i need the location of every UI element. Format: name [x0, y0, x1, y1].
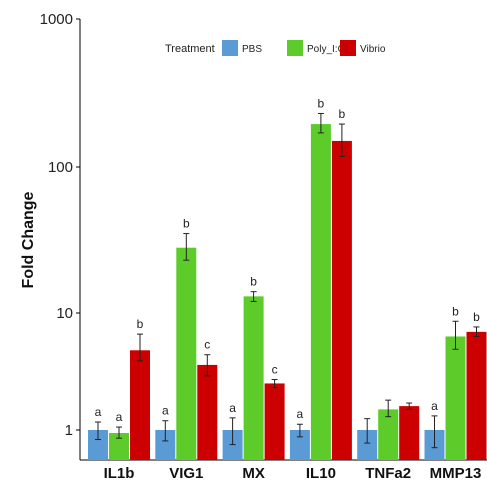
bar — [197, 364, 218, 460]
x-tick-label: IL10 — [306, 465, 336, 480]
x-tick-label: MMP13 — [430, 465, 482, 480]
significance-label: b — [452, 304, 459, 318]
bar — [130, 350, 150, 460]
y-tick-label: 1 — [65, 422, 73, 439]
bar — [466, 331, 487, 460]
significance-label: c — [272, 363, 278, 377]
bar — [289, 430, 310, 460]
y-tick-label: 1000 — [40, 11, 73, 28]
significance-label: a — [431, 399, 438, 413]
category-labels: IL1b VIG1 MX IL10 TNFa2 MMP13 — [104, 465, 482, 480]
y-axis-ticks: 1 10 100 1000 — [40, 11, 80, 439]
legend-label: Vibrio — [360, 44, 386, 55]
bar — [176, 247, 197, 460]
y-axis-title: Fold Change — [20, 191, 37, 288]
significance-label: b — [318, 96, 325, 110]
bar — [378, 409, 399, 460]
bar — [331, 140, 352, 461]
legend-swatch — [222, 40, 238, 56]
legend: Treatment PBS Poly_I:C Vibrio — [165, 40, 386, 56]
bar — [243, 296, 264, 460]
bar — [155, 430, 176, 460]
legend-swatch — [340, 40, 356, 56]
bar — [357, 430, 378, 460]
bar — [88, 430, 108, 460]
bar — [399, 406, 420, 460]
significance-label: a — [229, 401, 236, 415]
significance-label: b — [473, 310, 480, 324]
significance-label: a — [297, 407, 304, 421]
x-tick-label: TNFa2 — [365, 465, 411, 480]
significance-label: b — [183, 217, 190, 231]
bar — [264, 383, 285, 460]
significance-label: b — [250, 275, 257, 289]
significance-label: a — [116, 410, 123, 424]
bar — [310, 124, 331, 460]
x-tick-label: IL1b — [104, 465, 135, 480]
x-tick-label: VIG1 — [169, 465, 203, 480]
significance-label: b — [137, 317, 144, 331]
legend-swatch — [287, 40, 303, 56]
significance-label: a — [95, 405, 102, 419]
legend-title: Treatment — [165, 43, 215, 55]
bar — [109, 433, 129, 460]
y-tick-label: 100 — [48, 159, 73, 176]
bar — [445, 336, 466, 460]
significance-label: b — [339, 107, 346, 121]
legend-label: Poly_I:C — [307, 44, 345, 55]
significance-label: c — [204, 338, 210, 352]
legend-label: PBS — [242, 44, 262, 55]
y-tick-label: 10 — [56, 305, 73, 322]
x-tick-label: MX — [242, 465, 265, 480]
significance-label: a — [162, 404, 169, 418]
